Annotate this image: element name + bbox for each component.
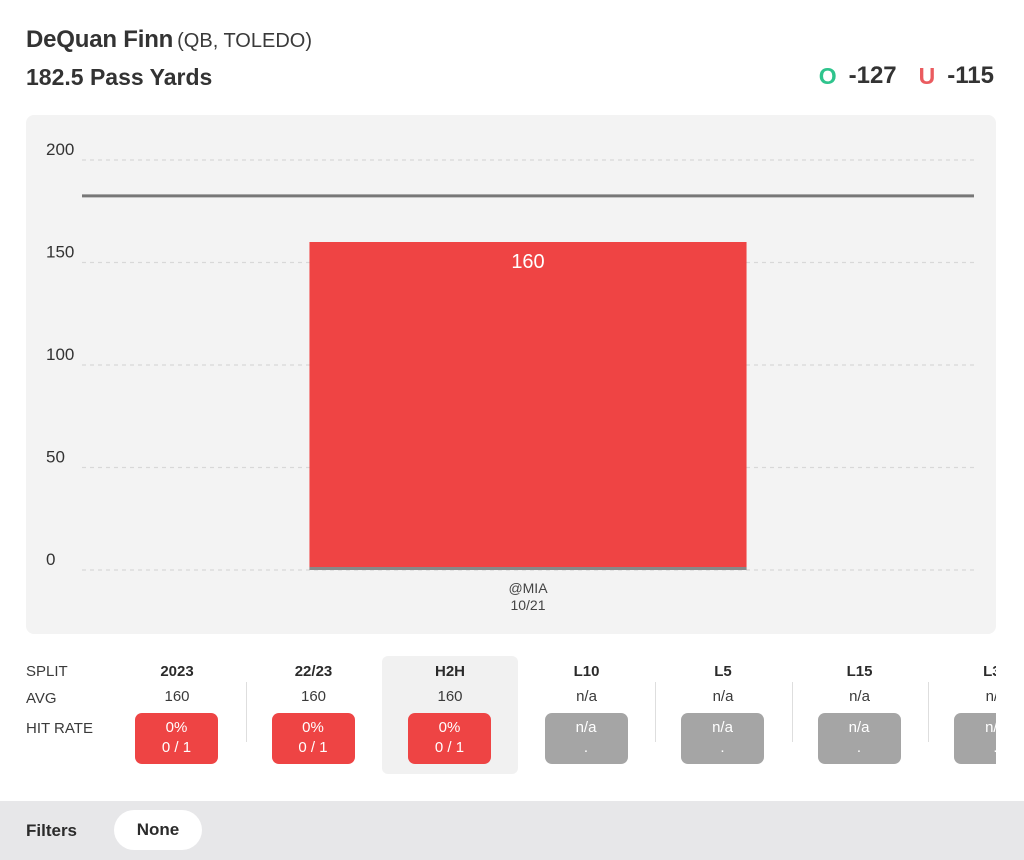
split-avg: 160 bbox=[437, 688, 463, 705]
split-label: H2H bbox=[434, 663, 465, 680]
splits-table: SPLIT AVG HIT RATE 2023 160 0% 0 / 1 22/23 16… bbox=[0, 656, 996, 776]
prop-header: DeQuan Finn (QB, TOLEDO) 182.5 Pass Yards… bbox=[26, 26, 994, 96]
hit-rate-badge: n/a. bbox=[817, 713, 901, 764]
column-divider bbox=[928, 682, 929, 742]
column-divider bbox=[655, 682, 656, 742]
split-label: 22/23 bbox=[294, 663, 333, 680]
column-divider bbox=[791, 682, 793, 742]
over-letter: O bbox=[818, 62, 837, 89]
split-avg: n/a bbox=[576, 688, 597, 705]
hit-rate-record: . bbox=[856, 739, 862, 756]
player-meta: (QB, TOLEDO) bbox=[177, 30, 312, 52]
hit-rate-badge: 0% 0 / 1 bbox=[135, 713, 218, 764]
hit-rate-pct: n/a bbox=[712, 719, 733, 736]
under-letter: U bbox=[918, 62, 936, 89]
x-tick-label: 10/21 bbox=[510, 597, 545, 613]
chart-card: 0 50 100 150 200 160 @MIA 10/21 bbox=[26, 115, 996, 634]
hit-rate-record: 0 / 1 bbox=[434, 739, 465, 756]
split-column[interactable]: L10 n/a n/a. bbox=[519, 656, 655, 774]
y-tick-label: 150 bbox=[46, 243, 74, 262]
split-label: L15 bbox=[846, 663, 873, 680]
hit-rate-pct: 0% bbox=[165, 719, 188, 736]
hit-rate-row-label: HIT RATE bbox=[26, 720, 93, 737]
hit-rate-badge: 0% 0 / 1 bbox=[271, 713, 355, 764]
split-row-label: SPLIT bbox=[26, 663, 68, 680]
hit-rate-record: . bbox=[954, 738, 996, 758]
hit-rate-pct: n/a bbox=[575, 719, 597, 736]
hit-rate-badge: 0% 0 / 1 bbox=[408, 713, 491, 764]
split-column[interactable]: 22/23 160 0% 0 / 1 bbox=[245, 656, 382, 774]
over-odds[interactable]: -127 bbox=[848, 62, 897, 89]
hit-rate-record: 0 / 1 bbox=[161, 739, 192, 756]
bar-baseline bbox=[309, 567, 747, 570]
split-avg: 160 bbox=[300, 688, 327, 705]
split-column[interactable]: L15 n/a n/a. bbox=[791, 656, 928, 774]
hit-rate-badge: n/a. bbox=[544, 713, 628, 764]
x-tick-label: @MIA bbox=[508, 580, 548, 596]
y-tick-label: 50 bbox=[46, 448, 65, 467]
y-tick-label: 0 bbox=[46, 550, 55, 569]
split-label: L10 bbox=[573, 663, 600, 680]
hit-rate-badge: n/a. bbox=[954, 713, 996, 764]
under-odds[interactable]: -115 bbox=[947, 62, 994, 89]
player-title: DeQuan Finn (QB, TOLEDO) bbox=[26, 26, 994, 54]
split-column[interactable]: L30n/an/a. bbox=[928, 656, 996, 774]
filters-label: Filters bbox=[26, 821, 78, 840]
split-avg: n/a bbox=[849, 688, 870, 705]
split-avg: 160 bbox=[164, 688, 190, 705]
hit-rate-pct: 0% bbox=[438, 719, 461, 736]
split-column[interactable]: 2023 160 0% 0 / 1 bbox=[109, 656, 245, 774]
column-divider bbox=[245, 682, 247, 742]
hit-rate-badge: n/a. bbox=[681, 713, 764, 764]
split-avg: n/a bbox=[985, 688, 996, 705]
bar bbox=[309, 242, 747, 570]
y-tick-label: 200 bbox=[46, 140, 74, 159]
hit-rate-pct: 0% bbox=[302, 719, 324, 736]
split-label: L30 bbox=[983, 663, 996, 680]
y-tick-label: 100 bbox=[46, 345, 74, 364]
split-label: 2023 bbox=[160, 663, 194, 680]
data-label: 160 bbox=[511, 251, 544, 273]
hit-rate-record: . bbox=[583, 739, 589, 756]
hit-rate-record: . bbox=[720, 739, 725, 756]
filter-none-button[interactable]: None bbox=[114, 810, 202, 850]
odds-group: O -127 U -115 bbox=[819, 62, 994, 90]
hit-rate-pct: n/a bbox=[848, 719, 870, 736]
split-avg: n/a bbox=[712, 688, 734, 705]
player-name: DeQuan Finn bbox=[26, 26, 174, 53]
hit-rate-pct: n/a bbox=[985, 719, 996, 736]
prop-line: 182.5 Pass Yards bbox=[26, 64, 213, 90]
avg-row-label: AVG bbox=[26, 690, 57, 707]
split-label: L5 bbox=[714, 663, 732, 680]
hit-rate-record: 0 / 1 bbox=[298, 739, 328, 756]
split-column[interactable]: H2H 160 0% 0 / 1 bbox=[382, 656, 518, 774]
filters-bar: Filters None bbox=[0, 801, 1024, 860]
split-column[interactable]: L5 n/a n/a. bbox=[655, 656, 791, 774]
